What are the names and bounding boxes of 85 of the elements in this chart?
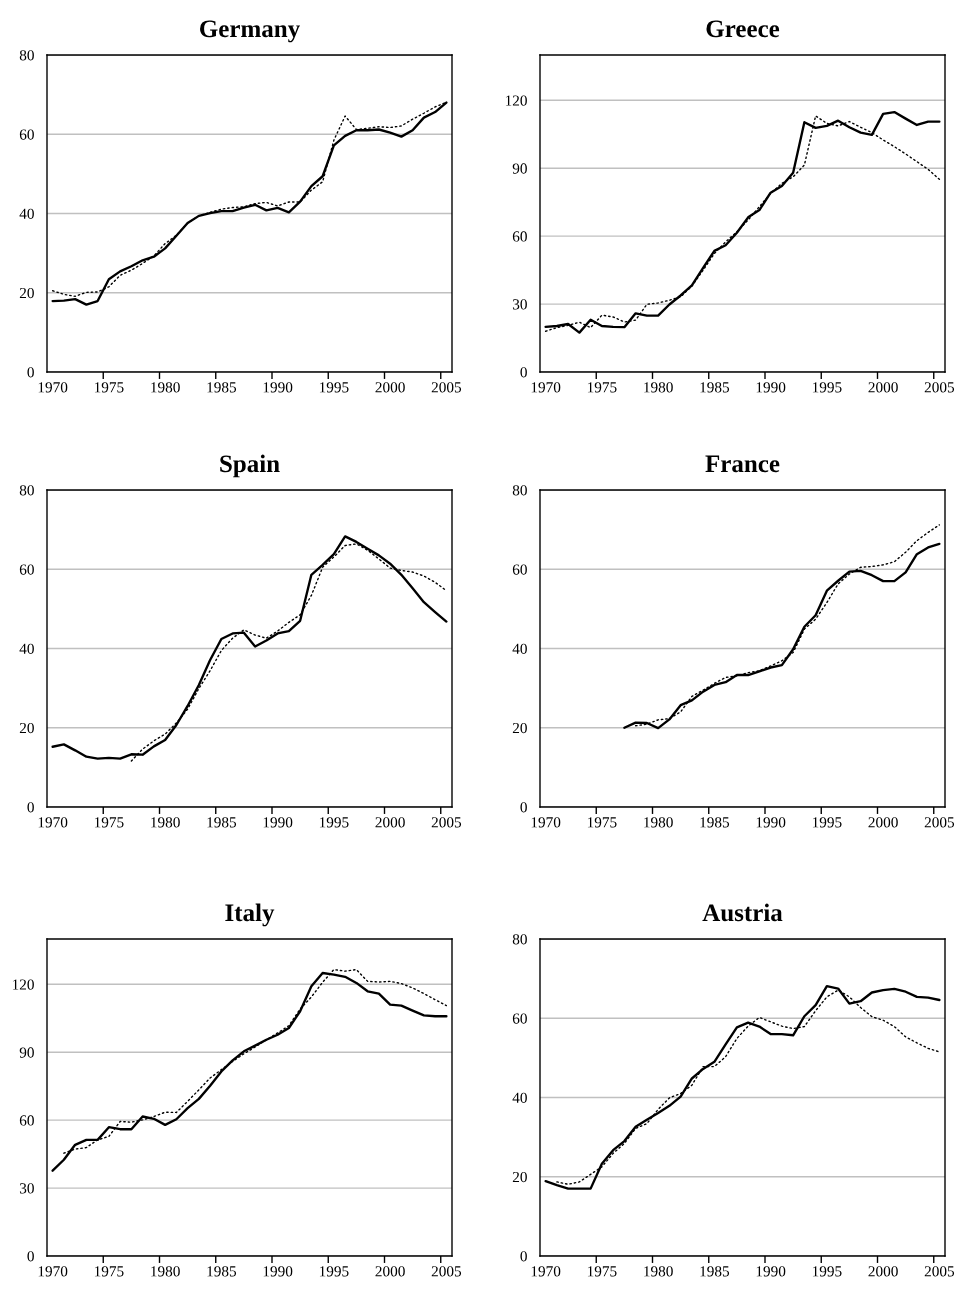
y-tick-label: 90 bbox=[512, 163, 527, 174]
chart-title: Italy bbox=[225, 903, 275, 927]
y-tick-label: 0 bbox=[27, 802, 34, 813]
x-tick-label: 1985 bbox=[700, 1266, 730, 1277]
x-tick-label: 1970 bbox=[38, 382, 68, 393]
x-tick-label: 1975 bbox=[587, 817, 617, 828]
y-tick-label: 80 bbox=[512, 485, 527, 496]
x-tick-label: 2000 bbox=[868, 1266, 898, 1277]
chart-title: France bbox=[705, 455, 780, 473]
y-tick-label: 120 bbox=[505, 95, 527, 106]
x-tick-label: 1995 bbox=[319, 382, 349, 393]
x-tick-label: 1985 bbox=[207, 1266, 237, 1277]
x-tick-label: 1970 bbox=[531, 382, 561, 393]
x-tick-label: 2000 bbox=[375, 817, 405, 828]
chart-title: Germany bbox=[200, 20, 300, 43]
y-tick-label: 40 bbox=[512, 1092, 527, 1103]
y-tick-label: 60 bbox=[512, 564, 527, 575]
y-tick-label: 0 bbox=[27, 1251, 34, 1262]
x-tick-label: 2000 bbox=[375, 1266, 405, 1277]
y-tick-label: 60 bbox=[19, 129, 34, 140]
y-tick-label: 20 bbox=[512, 1171, 527, 1183]
x-tick-label: 1970 bbox=[38, 1266, 68, 1277]
x-tick-label: 2005 bbox=[431, 382, 462, 393]
y-tick-label: 20 bbox=[512, 722, 527, 734]
x-tick-label: 1975 bbox=[94, 1266, 124, 1277]
x-tick-label: 1980 bbox=[644, 1266, 673, 1277]
y-tick-label: 90 bbox=[19, 1047, 34, 1058]
x-tick-label: 1975 bbox=[587, 1266, 617, 1277]
x-tick-label: 1985 bbox=[207, 817, 237, 828]
x-tick-label: 1970 bbox=[531, 1266, 561, 1277]
x-tick-label: 1995 bbox=[812, 1266, 842, 1277]
x-tick-label: 1990 bbox=[263, 382, 293, 393]
line-series bbox=[51, 535, 448, 760]
y-tick-label: 60 bbox=[512, 231, 527, 242]
x-tick-label: 1995 bbox=[812, 382, 842, 393]
x-tick-label: 2005 bbox=[924, 382, 955, 393]
x-tick-label: 2005 bbox=[431, 817, 462, 828]
x-tick-label: 1990 bbox=[756, 817, 786, 828]
y-tick-label: 80 bbox=[19, 50, 34, 61]
x-tick-label: 1995 bbox=[319, 1266, 349, 1277]
x-tick-label: 1975 bbox=[94, 382, 124, 393]
x-tick-label: 1980 bbox=[644, 817, 673, 828]
x-tick-label: 2005 bbox=[431, 1266, 462, 1277]
x-tick-label: 1990 bbox=[263, 1266, 293, 1277]
y-tick-label: 60 bbox=[512, 1013, 527, 1024]
x-tick-label: 1990 bbox=[756, 382, 786, 393]
x-tick-label: 1970 bbox=[38, 817, 68, 828]
x-tick-label: 1980 bbox=[151, 382, 180, 393]
y-tick-label: 40 bbox=[512, 643, 527, 654]
x-tick-label: 1985 bbox=[207, 382, 237, 393]
chart-title: Greece bbox=[706, 20, 780, 38]
y-tick-label: 40 bbox=[19, 643, 34, 654]
y-tick-label: 0 bbox=[520, 802, 527, 813]
x-tick-label: 1985 bbox=[700, 382, 730, 393]
x-tick-label: 1980 bbox=[644, 382, 673, 393]
chart-title: Austria bbox=[702, 903, 783, 922]
y-tick-label: 0 bbox=[27, 367, 34, 378]
chart-title: Spain bbox=[220, 454, 280, 478]
y-tick-label: 30 bbox=[19, 1183, 34, 1194]
y-tick-label: 80 bbox=[19, 485, 34, 496]
x-tick-label: 1970 bbox=[531, 817, 561, 828]
x-tick-label: 2005 bbox=[924, 817, 955, 828]
y-tick-label: 80 bbox=[512, 934, 527, 945]
x-tick-label: 1995 bbox=[812, 817, 842, 828]
y-tick-label: 40 bbox=[19, 208, 34, 219]
y-tick-label: 120 bbox=[12, 979, 34, 990]
y-tick-label: 60 bbox=[19, 1115, 34, 1126]
x-tick-label: 1990 bbox=[756, 1266, 786, 1277]
y-tick-label: 0 bbox=[520, 1251, 527, 1262]
x-tick-label: 1975 bbox=[587, 382, 617, 393]
x-tick-label: 1995 bbox=[319, 817, 349, 828]
x-tick-label: 2000 bbox=[868, 817, 898, 828]
x-tick-label: 2005 bbox=[924, 1266, 955, 1277]
x-tick-label: 1990 bbox=[263, 817, 293, 828]
y-tick-label: 20 bbox=[19, 722, 34, 734]
x-tick-label: 1975 bbox=[94, 817, 124, 828]
y-tick-label: 20 bbox=[19, 287, 34, 299]
x-tick-label: 1980 bbox=[151, 1266, 180, 1277]
y-tick-label: 60 bbox=[19, 564, 34, 575]
x-tick-label: 1985 bbox=[700, 817, 730, 828]
x-tick-label: 2000 bbox=[375, 382, 405, 393]
y-tick-label: 30 bbox=[512, 299, 527, 310]
x-tick-label: 1980 bbox=[151, 817, 180, 828]
y-tick-label: 0 bbox=[520, 367, 527, 378]
x-tick-label: 2000 bbox=[868, 382, 898, 393]
